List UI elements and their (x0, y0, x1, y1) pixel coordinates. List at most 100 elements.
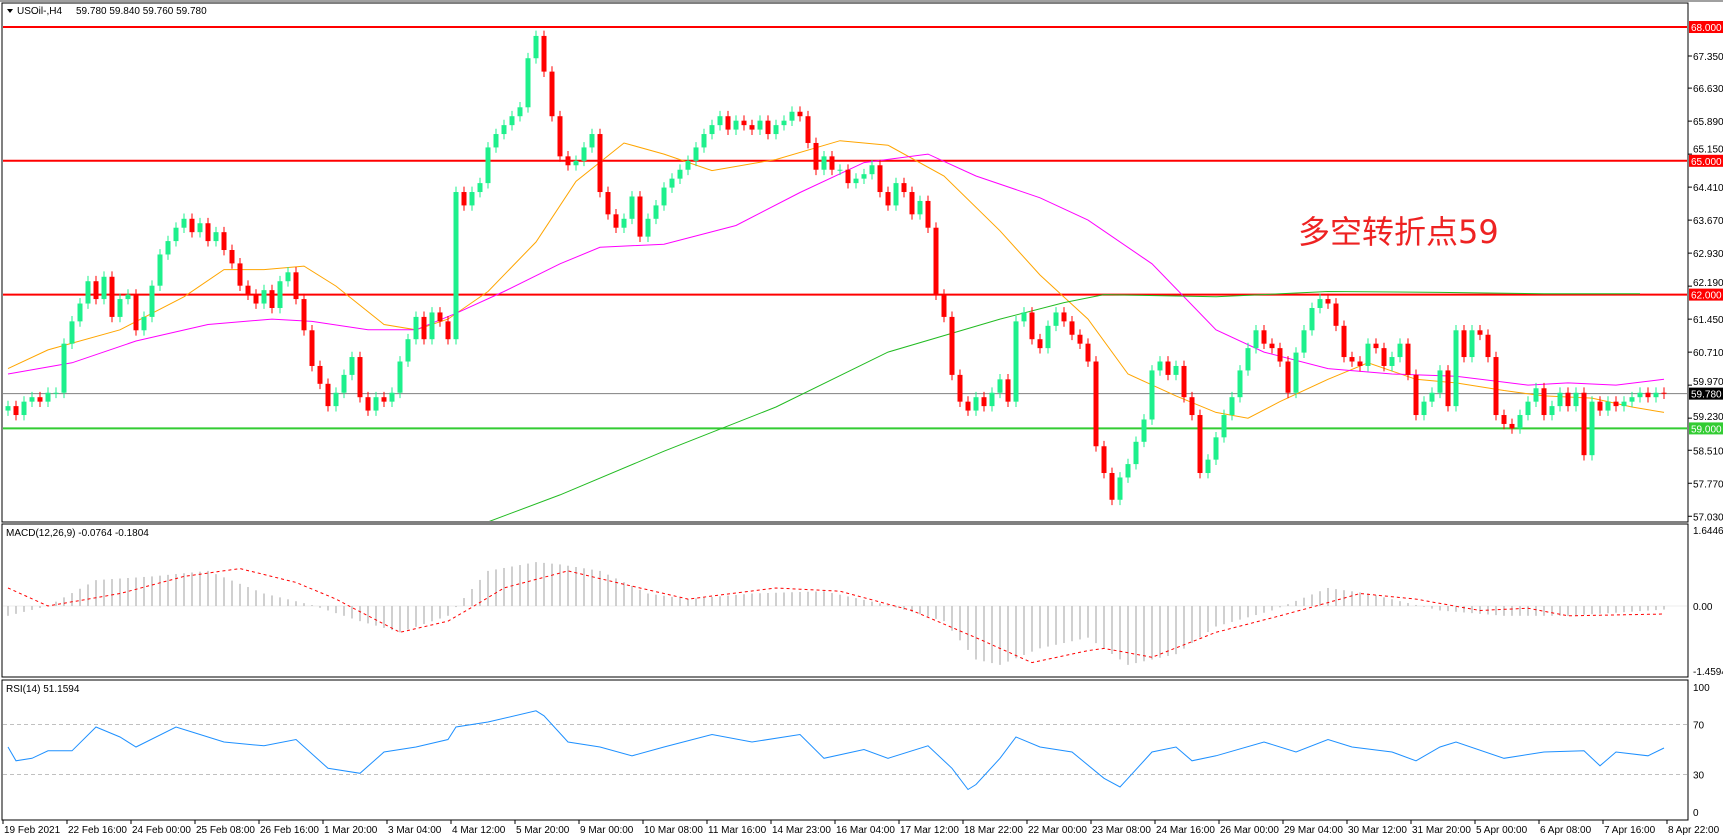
candle-bearish (933, 227, 939, 295)
candle-bullish (1469, 330, 1475, 358)
candle-bearish (1005, 379, 1011, 402)
candle-bearish (813, 142, 819, 170)
time-tick-label: 1 Mar 20:00 (324, 825, 378, 836)
time-tick-label: 18 Mar 22:00 (964, 825, 1023, 836)
candle-bullish (61, 343, 67, 393)
candle-bullish (1653, 392, 1659, 398)
time-tick-label: 8 Apr 22:00 (1668, 825, 1720, 836)
slow-moving-average-line (488, 290, 1640, 521)
candle-bearish (1541, 388, 1547, 416)
time-tick-label: 25 Feb 08:00 (196, 825, 255, 836)
candle-bearish (1485, 334, 1491, 358)
candle-bearish (901, 183, 907, 193)
candle-bearish (965, 401, 971, 411)
candle-bullish (1045, 325, 1051, 349)
macd-tick-label: 1.6446 (1693, 526, 1723, 537)
candle-bearish (1029, 312, 1035, 340)
candle-bearish (741, 120, 747, 126)
price-tick-label: 62.190 (1693, 278, 1723, 289)
price-level-tag-label: 59.780 (1691, 390, 1722, 401)
price-level-tag-label: 59.000 (1691, 424, 1722, 435)
candle-bearish (1325, 299, 1331, 304)
candle-bullish (917, 200, 923, 215)
time-tick-label: 23 Mar 08:00 (1092, 825, 1151, 836)
candle-bullish (5, 406, 11, 411)
candle-bearish (253, 294, 259, 304)
candle-bullish (85, 281, 91, 304)
candle-bullish (181, 218, 187, 228)
candle-bullish (685, 160, 691, 170)
candle-bullish (1605, 401, 1611, 411)
candle-bearish (565, 156, 571, 166)
candle-bullish (997, 379, 1003, 393)
candle-bearish (109, 276, 115, 317)
time-tick-label: 22 Mar 00:00 (1028, 825, 1087, 836)
rsi-panel[interactable] (1, 679, 1689, 821)
candle-bullish (653, 205, 659, 219)
candle-bearish (221, 232, 227, 251)
candle-bearish (1277, 348, 1283, 362)
candle-bullish (213, 232, 219, 242)
candle-bearish (365, 397, 371, 411)
price-tick-label: 61.450 (1693, 315, 1723, 326)
candle-bullish (77, 303, 83, 322)
candle-bearish (885, 192, 891, 206)
candle-bearish (309, 330, 315, 366)
candle-bearish (829, 156, 835, 170)
candle-bullish (125, 294, 131, 300)
price-tick-label: 65.890 (1693, 117, 1723, 128)
candle-bullish (1117, 477, 1123, 500)
macd-panel[interactable] (1, 523, 1689, 678)
candle-bullish (789, 111, 795, 121)
candle-bullish (453, 192, 459, 340)
candle-bearish (301, 299, 307, 331)
price-level-tag (1689, 154, 1723, 167)
price-level-tag-label: 68.000 (1691, 23, 1722, 34)
time-tick-label: 17 Mar 12:00 (900, 825, 959, 836)
candle-bearish (1477, 330, 1483, 335)
candle-bearish (1181, 365, 1187, 398)
candle-bullish (1317, 299, 1323, 308)
annotation-text[interactable]: 多空转折点59 (1298, 213, 1499, 251)
candle-bearish (1597, 401, 1603, 411)
candle-bearish (797, 111, 803, 117)
candle-bullish (397, 361, 403, 393)
candle-bullish (1557, 392, 1563, 407)
candle-bullish (581, 147, 587, 161)
candle-bullish (621, 218, 627, 228)
candle-bearish (245, 285, 251, 295)
candle-bullish (197, 223, 203, 233)
candle-bearish (749, 125, 755, 130)
candle-bearish (1261, 330, 1267, 344)
time-tick-label: 5 Mar 20:00 (516, 825, 570, 836)
candle-bullish (1573, 392, 1579, 407)
candle-bullish (333, 392, 339, 407)
candle-bearish (293, 272, 299, 300)
candle-bullish (45, 392, 51, 402)
candle-bearish (957, 374, 963, 402)
price-tick-label: 58.510 (1693, 446, 1723, 457)
main-price-panel[interactable] (1, 2, 1689, 523)
price-level-tag (1689, 288, 1723, 301)
candle-bearish (541, 35, 547, 72)
price-tick-label: 59.970 (1693, 377, 1723, 388)
candle-bullish (1421, 401, 1427, 416)
rsi-line (7, 710, 1665, 791)
symbol-label: USOil-,H4 (17, 6, 62, 17)
dropdown-triangle-icon[interactable] (7, 9, 13, 13)
candle-bearish (637, 196, 643, 237)
candle-bullish (1149, 370, 1155, 420)
candle-bullish (1429, 392, 1435, 402)
time-tick-label: 30 Mar 12:00 (1348, 825, 1407, 836)
candle-bullish (277, 281, 283, 308)
time-tick-label: 24 Mar 16:00 (1156, 825, 1215, 836)
candle-bearish (37, 397, 43, 402)
candle-bearish (805, 116, 811, 143)
candle-bearish (877, 165, 883, 193)
candle-bearish (605, 192, 611, 215)
candle-bullish (1453, 330, 1459, 407)
candle-bullish (989, 392, 995, 407)
candle-bullish (1013, 321, 1019, 402)
rsi-tick-label: 30 (1693, 771, 1705, 782)
